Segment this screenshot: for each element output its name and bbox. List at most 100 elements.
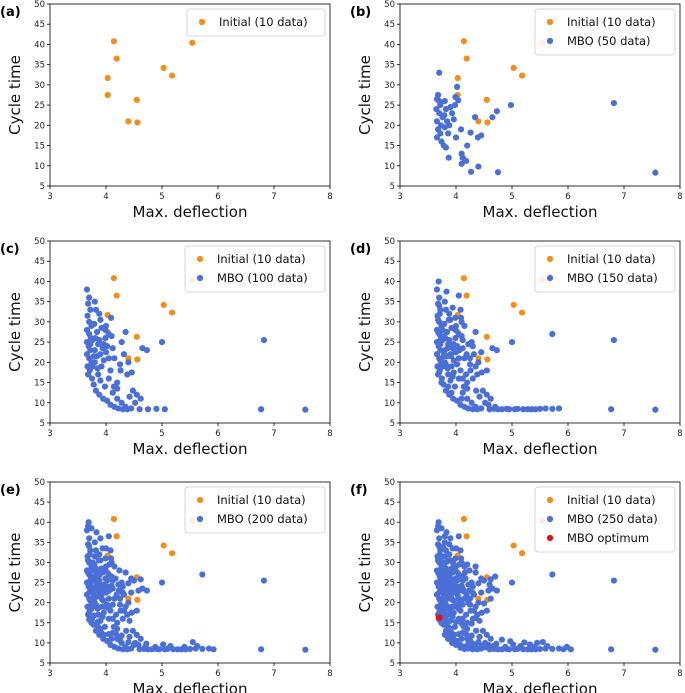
point-mbo — [451, 587, 458, 594]
point-mbo — [468, 620, 475, 627]
x-tick-label: 4 — [453, 669, 458, 679]
x-tick-label: 5 — [509, 669, 514, 679]
point-mbo — [517, 643, 524, 650]
y-tick-label: 5 — [390, 182, 395, 192]
point-mbo — [91, 298, 98, 305]
y-tick-label: 45 — [34, 20, 45, 30]
point-mbo — [475, 580, 482, 587]
point-mbo — [119, 615, 126, 622]
point-mbo — [105, 355, 112, 362]
point-mbo — [450, 560, 457, 567]
point-mbo — [436, 294, 443, 301]
point-mbo — [91, 539, 98, 546]
point-initial — [160, 301, 167, 309]
point-mbo — [468, 399, 475, 406]
point-mbo — [122, 403, 129, 410]
point-mbo — [92, 583, 100, 590]
point-mbo — [507, 102, 514, 109]
legend-box — [184, 486, 326, 534]
point-mbo — [441, 533, 448, 540]
point-mbo — [86, 616, 93, 623]
point-mbo — [449, 304, 456, 311]
point-mbo — [448, 389, 455, 396]
point-mbo — [524, 646, 531, 653]
point-initial — [189, 39, 196, 46]
point-mbo — [487, 635, 494, 642]
y-tick-label: 35 — [34, 61, 45, 71]
point-mbo — [483, 367, 490, 374]
point-mbo — [457, 598, 464, 605]
point-mbo — [135, 641, 142, 649]
y-tick-label: 40 — [34, 40, 45, 50]
point-mbo — [83, 286, 91, 293]
point-mbo — [608, 406, 615, 413]
point-mbo — [610, 99, 618, 107]
point-initial — [110, 515, 117, 523]
panel-label: (e) — [0, 483, 21, 498]
panel-label: (c) — [0, 242, 20, 257]
point-mbo — [534, 639, 541, 646]
point-mbo — [129, 387, 136, 394]
x-tick-label: 3 — [47, 669, 52, 679]
legend-label-mbo: MBO (100 data) — [217, 271, 308, 285]
point-mbo — [106, 561, 113, 568]
point-mbo — [478, 132, 485, 139]
point-mbo — [86, 551, 93, 558]
point-mbo — [455, 292, 462, 299]
x-tick-label: 8 — [677, 669, 682, 679]
point-mbo — [210, 646, 217, 653]
point-mbo — [457, 126, 465, 133]
x-axis-label: Max. deflection — [483, 440, 598, 458]
point-initial — [460, 515, 467, 523]
point-mbo — [133, 607, 140, 614]
y-axis-label: Cycle time — [356, 292, 374, 372]
x-tick-label: 7 — [271, 192, 276, 202]
point-mbo — [111, 563, 118, 570]
point-mbo — [473, 387, 480, 394]
point-mbo — [99, 569, 106, 576]
point-mbo — [87, 341, 94, 348]
point-mbo — [446, 122, 453, 129]
point-mbo — [118, 339, 125, 346]
point-mbo — [101, 383, 108, 390]
legend-label-initial: Initial (10 data) — [217, 493, 306, 507]
x-axis-label: Max. deflection — [483, 203, 598, 221]
point-mbo — [447, 353, 455, 360]
point-mbo — [160, 641, 167, 648]
y-tick-label: 10 — [384, 162, 395, 172]
point-mbo — [440, 544, 447, 551]
point-initial — [113, 292, 120, 299]
x-tick-label: 6 — [215, 669, 220, 679]
point-mbo — [441, 97, 448, 105]
y-tick-label: 30 — [34, 318, 45, 328]
legend-marker-mbo — [546, 515, 554, 523]
point-initial — [134, 356, 141, 363]
point-mbo — [446, 588, 453, 595]
point-mbo — [464, 142, 471, 149]
point-mbo — [469, 343, 476, 350]
point-mbo — [89, 559, 96, 566]
legend-label-initial: Initial (10 data) — [567, 15, 656, 29]
point-mbo — [458, 395, 465, 402]
point-mbo — [447, 535, 454, 542]
point-mbo — [457, 306, 464, 313]
point-mbo — [442, 565, 450, 572]
point-mbo — [90, 353, 97, 360]
point-mbo — [652, 646, 659, 653]
y-tick-label: 50 — [384, 237, 395, 247]
point-mbo — [494, 169, 502, 176]
point-initial — [460, 38, 467, 45]
point-mbo — [473, 627, 480, 634]
y-tick-label: 10 — [34, 639, 45, 649]
point-mbo — [125, 580, 132, 587]
point-mbo — [181, 643, 188, 651]
legend-box — [534, 245, 676, 293]
point-mbo — [549, 645, 556, 653]
point-mbo — [608, 646, 615, 653]
point-mbo — [441, 320, 448, 328]
point-mbo — [462, 575, 469, 582]
point-mbo — [524, 406, 531, 413]
